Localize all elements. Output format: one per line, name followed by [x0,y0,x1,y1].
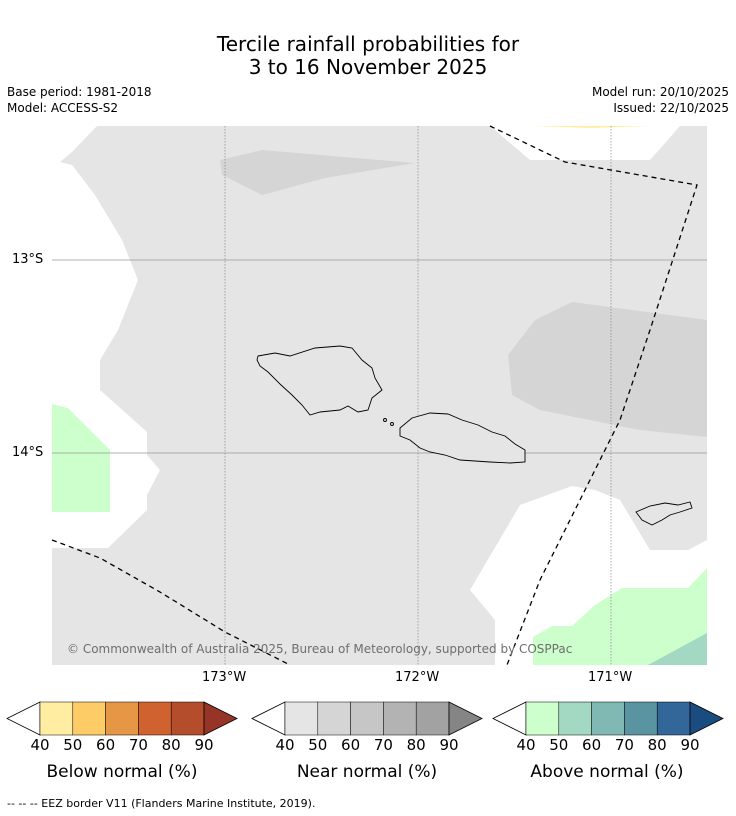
islet [383,418,387,422]
lat-label-13s: 13°S [12,252,44,267]
colorbar-above-tick: 80 [647,736,667,754]
colorbar-above-high-extend [689,701,724,736]
colorbar-above-label: Above normal (%) [530,762,684,782]
colorbar-near-tick: 80 [406,736,426,754]
colorbar-above-tick: 70 [614,736,634,754]
title-line-1: Tercile rainfall probabilities for [216,32,520,56]
colorbar-above-segment [558,701,592,736]
colorbar-below-label: Below normal (%) [46,762,198,782]
tutuila-island [635,501,693,526]
colorbar-near-segment [350,701,384,736]
title-line-2: 3 to 16 November 2025 [248,55,488,79]
near-normal-50-area-north [220,150,415,195]
colorbar-above-tick: 50 [549,736,569,754]
islet [390,422,394,426]
colorbar-below-tick: 70 [128,736,148,754]
colorbar-near-segment [383,701,417,736]
base-period: Base period: 1981-2018 [7,85,152,99]
colorbar-near-tick: 90 [439,736,459,754]
eez-footer-note: -- -- -- EEZ border V11 (Flanders Marine… [7,797,316,810]
above-normal-50-area [648,633,707,665]
issued-date: Issued: 22/10/2025 [613,101,729,115]
colorbar-near-segment [415,701,450,736]
colorbar-near-tick: 70 [373,736,393,754]
above-normal-40-area-southeast [533,568,707,665]
lat-label-14s: 14°S [12,445,44,460]
colorbar-above-tick: 90 [680,736,700,754]
colorbar-near-label: Near normal (%) [296,762,438,782]
colorbar-below-tick: 80 [161,736,181,754]
colorbar-below-segment [39,701,74,736]
eez-border [51,125,698,666]
colorbar-above-tick: 60 [582,736,602,754]
colorbar-below-low-extend [6,701,41,736]
colorbar-below-tick: 90 [194,736,214,754]
colorbar-below-high-extend [203,701,238,736]
colorbar-above-segment [591,701,625,736]
lon-label-173w: 173°W [202,670,247,685]
colorbar-above-segment [656,701,691,736]
lon-label-172w: 172°W [395,670,440,685]
colorbar-above-segment [624,701,658,736]
colorbar-near-tick: 40 [275,736,295,754]
colorbar-near-tick: 50 [308,736,328,754]
gridlines [52,259,707,454]
colorbar-near-tick: 60 [341,736,361,754]
near-normal-50-area-east [508,302,707,437]
colorbar-above-tick: 40 [516,736,536,754]
colorbars [6,701,724,736]
colorbar-below-tick: 40 [30,736,50,754]
above-normal-40-area-west [52,404,110,512]
model-run: Model run: 20/10/2025 [591,85,729,99]
below-normal-40-area [533,126,650,128]
colorbar-below-segment [138,701,172,736]
near-normal-40-area [52,126,707,665]
colorbar-near-segment [317,701,351,736]
colorbar-near-high-extend [448,701,483,736]
copyright-notice: © Commonwealth of Australia 2025, Bureau… [67,642,573,656]
colorbar-above-segment [525,701,560,736]
model-name: Model: ACCESS-S2 [7,101,119,115]
colorbar-below-tick: 60 [96,736,116,754]
colorbar-below-segment [72,701,106,736]
upolu-island [399,412,526,464]
colorbar-below-segment [170,701,205,736]
colorbar-above-low-extend [492,701,527,736]
island-outlines [256,345,693,526]
lon-label-171w: 171°W [588,670,633,685]
colorbar-near-segment [284,701,319,736]
savaii-island [256,345,383,416]
colorbar-below-segment [105,701,139,736]
colorbar-below-tick: 50 [63,736,83,754]
colorbar-near-low-extend [251,701,286,736]
